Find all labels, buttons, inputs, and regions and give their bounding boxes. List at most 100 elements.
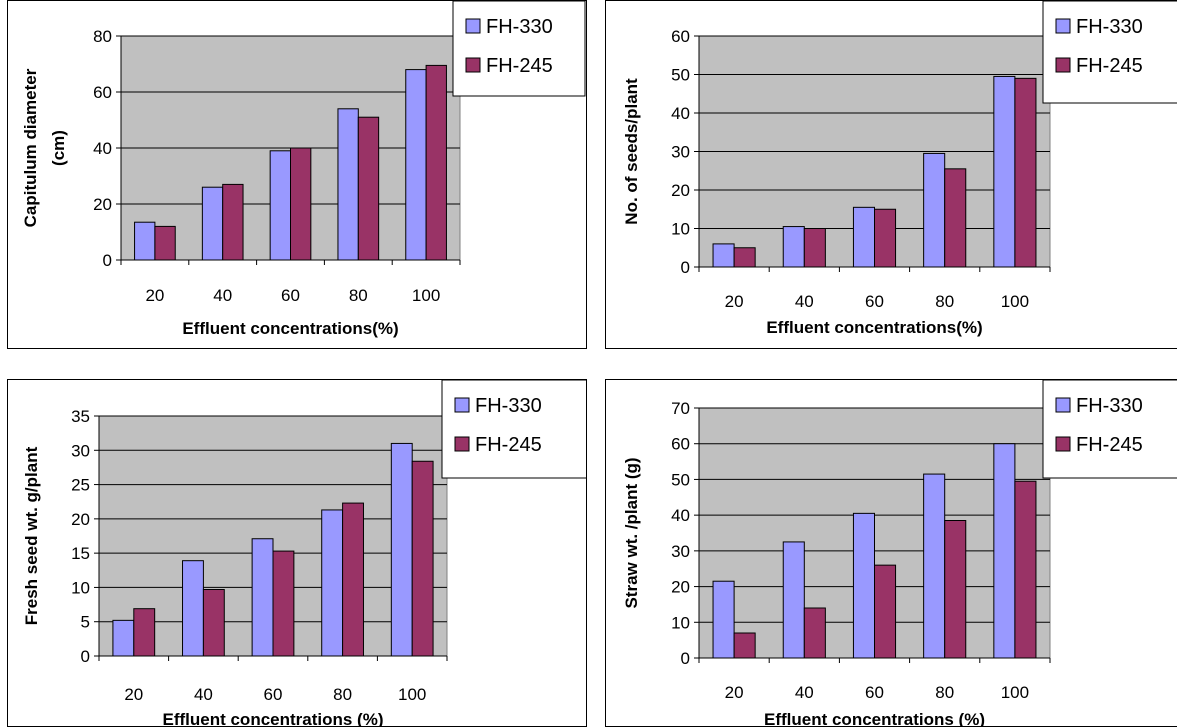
y-axis-title: Fresh seed wt. g/plant <box>22 446 41 625</box>
x-tick-label: 60 <box>865 292 884 311</box>
y-tick-label: 10 <box>671 220 690 239</box>
bar-fh-245-60 <box>874 564 897 659</box>
chart-svg: 0 10 20 30 40 50 60 20 40 60 80 100 Effluent concent… <box>622 1 1177 337</box>
x-tick-label: 40 <box>795 683 814 702</box>
y-tick-label: 20 <box>93 195 112 214</box>
y-axis-title-line: (cm) <box>49 130 68 166</box>
y-tick-label: 30 <box>71 441 90 460</box>
bar-fh-330-60 <box>852 206 876 268</box>
legend-box <box>441 380 586 479</box>
x-tick-label: 80 <box>349 286 368 305</box>
bar-fh-330-60 <box>852 512 876 659</box>
bar-fh-245-20 <box>733 247 756 268</box>
legend-swatch <box>1055 397 1071 413</box>
bar-fh-330-60 <box>251 538 274 657</box>
chart-svg: 0 20 40 60 80 20 40 60 80 100 Effluent concentrati… <box>21 1 586 338</box>
x-tick-label: 80 <box>935 292 954 311</box>
bar-fh-245-80 <box>944 168 967 268</box>
bar-fh-330-80 <box>923 152 946 268</box>
legend: FH-330 FH-245 <box>1042 380 1177 479</box>
legend-label: FH-330 <box>475 395 542 417</box>
chart-fresh-seed-weight: 0 5 10 15 20 25 30 35 20 40 60 80 100 Effluent concen… <box>7 379 587 727</box>
y-tick-label: 80 <box>93 27 112 46</box>
y-axis-title: No. of seeds/plant <box>622 78 641 225</box>
bar-fh-245-60 <box>290 147 312 261</box>
legend: FH-330 FH-245 <box>452 1 586 97</box>
x-tick-label: 60 <box>865 683 884 702</box>
x-axis-title: Effluent concentrations(%) <box>182 319 398 338</box>
legend-swatch <box>465 18 481 34</box>
y-tick-label: 25 <box>71 476 90 495</box>
bar-fh-330-100 <box>993 443 1016 659</box>
bar-fh-245-40 <box>803 228 826 268</box>
y-axis-title-line: Capitulum diameter <box>21 68 40 227</box>
y-tick-label: 40 <box>671 506 690 525</box>
bar-fh-330-20 <box>134 221 156 261</box>
y-tick-label: 35 <box>71 407 90 426</box>
bar-fh-245-20 <box>154 225 176 261</box>
bar-fh-245-60 <box>874 208 897 268</box>
y-tick-label: 10 <box>671 613 690 632</box>
x-tick-label: 20 <box>725 292 744 311</box>
bar-fh-245-40 <box>222 183 244 261</box>
chart-seeds-per-plant: 0 10 20 30 40 50 60 20 40 60 80 100 Effluent concent… <box>605 0 1177 349</box>
x-tick-label: 40 <box>194 685 213 704</box>
y-axis-title-line: Straw wt. /plant (g) <box>622 457 641 608</box>
y-tick-label: 0 <box>103 251 112 270</box>
bar-fh-330-80 <box>337 108 359 261</box>
bar-fh-245-80 <box>357 116 380 261</box>
x-tick-label: 20 <box>124 685 143 704</box>
y-tick-label: 50 <box>671 470 690 489</box>
legend-swatch <box>454 397 470 413</box>
bar-fh-245-100 <box>411 460 434 657</box>
legend-label: FH-245 <box>475 434 542 456</box>
y-tick-label: 20 <box>71 510 90 529</box>
bar-fh-245-40 <box>803 607 826 659</box>
legend-label: FH-245 <box>1076 434 1143 456</box>
legend: FH-330 FH-245 <box>1042 1 1177 104</box>
bar-fh-330-40 <box>201 186 224 261</box>
legend-swatch <box>1055 57 1071 73</box>
y-tick-label: 20 <box>671 578 690 597</box>
bar-fh-330-100 <box>405 69 427 261</box>
legend: FH-330 FH-245 <box>441 380 586 479</box>
x-tick-label: 100 <box>412 286 440 305</box>
chart-capitulum-diameter: 0 20 40 60 80 20 40 60 80 100 Effluent concentrati… <box>7 0 587 349</box>
x-tick-label: 100 <box>1001 683 1029 702</box>
y-tick-label: 60 <box>671 27 690 46</box>
chart-svg: 0 5 10 15 20 25 30 35 20 40 60 80 100 Effluent concen… <box>22 380 586 727</box>
bar-fh-245-40 <box>202 588 225 657</box>
legend-swatch <box>465 57 481 73</box>
legend-box <box>452 1 586 97</box>
y-axis-title-line: Fresh seed wt. g/plant <box>22 446 41 625</box>
x-axis-title: Effluent concentrations (%) <box>764 710 985 727</box>
y-tick-label: 30 <box>671 143 690 162</box>
bar-fh-330-60 <box>269 150 292 261</box>
y-tick-label: 50 <box>671 66 690 85</box>
x-tick-label: 100 <box>1001 292 1029 311</box>
bar-fh-245-60 <box>272 550 295 657</box>
y-axis-title: Straw wt. /plant (g) <box>622 457 641 608</box>
bar-fh-330-40 <box>782 541 805 659</box>
y-tick-label: 0 <box>81 647 90 666</box>
y-tick-label: 40 <box>671 104 690 123</box>
bar-fh-245-20 <box>133 608 156 657</box>
legend-swatch <box>1055 18 1071 34</box>
bar-fh-330-20 <box>712 580 735 659</box>
x-tick-label: 40 <box>795 292 814 311</box>
y-tick-label: 70 <box>671 399 690 418</box>
bar-fh-245-80 <box>342 502 364 657</box>
x-tick-label: 100 <box>398 685 426 704</box>
y-axis-title-line: No. of seeds/plant <box>622 78 641 225</box>
legend-swatch <box>454 436 470 452</box>
y-tick-label: 20 <box>671 181 690 200</box>
y-tick-label: 5 <box>81 613 90 632</box>
y-tick-label: 60 <box>93 83 112 102</box>
x-axis-title: Effluent concentrations (%) <box>162 710 383 727</box>
y-tick-label: 0 <box>681 258 690 277</box>
y-tick-label: 15 <box>71 544 90 563</box>
bar-fh-245-100 <box>1014 77 1037 268</box>
chart-straw-weight: 0 10 20 30 40 50 60 70 20 40 60 80 100 Effluent conce… <box>605 379 1177 727</box>
bar-fh-330-100 <box>390 442 413 657</box>
bar-fh-330-100 <box>993 75 1016 268</box>
